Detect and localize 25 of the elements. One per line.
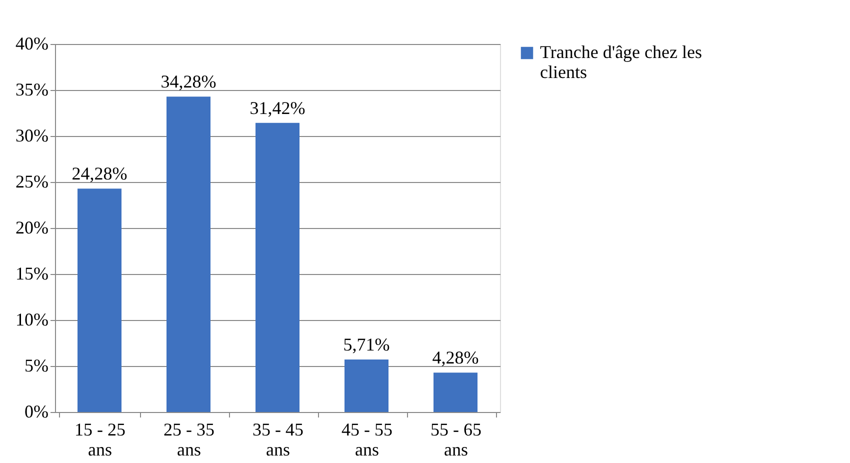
y-tick-label: 0% — [24, 402, 48, 422]
bar — [434, 372, 478, 412]
y-tick-label: 20% — [16, 218, 48, 238]
y-tick-label: 5% — [24, 356, 48, 376]
legend-label: Tranche d'âge chez les clients — [540, 42, 702, 82]
bar — [166, 96, 210, 412]
data-label: 4,28% — [432, 348, 479, 368]
x-tick-label: 35 - 45 ans — [252, 420, 304, 460]
x-tick-label: 55 - 65 ans — [430, 420, 482, 460]
y-tick-label: 30% — [16, 126, 48, 146]
y-tick-label: 40% — [16, 34, 48, 54]
data-label: 31,42% — [250, 98, 306, 118]
x-tick-label: 25 - 35 ans — [164, 420, 214, 460]
bar — [344, 359, 388, 412]
data-label: 24,28% — [72, 164, 128, 184]
data-label: 34,28% — [160, 72, 216, 92]
y-tick-label: 15% — [16, 264, 48, 284]
data-label: 5,71% — [343, 334, 390, 354]
y-tick-label: 25% — [16, 172, 48, 192]
x-tick-label: 45 - 55 ans — [342, 420, 392, 460]
bar — [256, 122, 300, 412]
x-tick-label: 15 - 25 ans — [74, 420, 126, 460]
y-tick-label: 10% — [16, 310, 48, 330]
y-tick-label: 35% — [16, 80, 48, 100]
bar — [78, 188, 122, 412]
